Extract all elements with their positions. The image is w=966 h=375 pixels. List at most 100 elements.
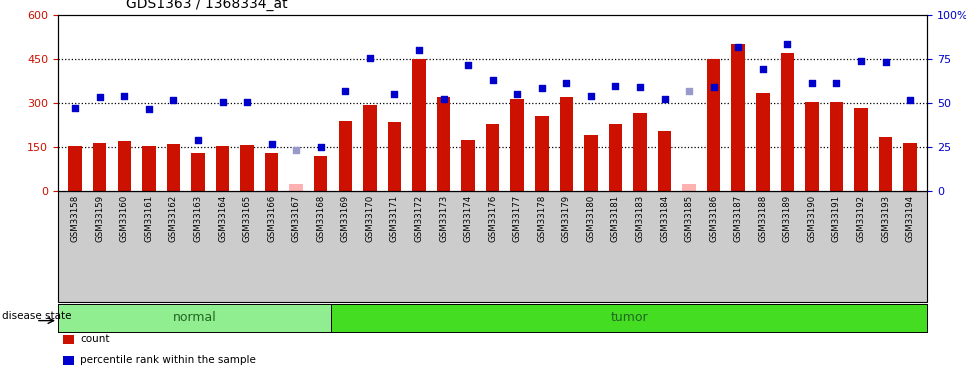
Text: GSM33164: GSM33164 — [218, 195, 227, 242]
Bar — [486, 124, 499, 191]
Text: GSM33160: GSM33160 — [120, 195, 128, 242]
Bar — [756, 93, 770, 191]
Point — [657, 96, 672, 102]
Point — [289, 147, 304, 153]
Point — [878, 59, 894, 65]
Text: GSM33169: GSM33169 — [341, 195, 350, 242]
Text: GSM33189: GSM33189 — [782, 195, 792, 242]
Bar — [462, 140, 475, 191]
Text: GSM33163: GSM33163 — [193, 195, 203, 242]
Bar — [854, 108, 867, 191]
Bar — [191, 153, 205, 191]
Point — [92, 94, 107, 100]
Bar — [69, 146, 82, 191]
Bar — [215, 146, 229, 191]
Text: GSM33186: GSM33186 — [709, 195, 718, 242]
Point — [436, 96, 451, 102]
Bar — [584, 135, 598, 191]
Bar — [879, 137, 893, 191]
Text: GSM33165: GSM33165 — [242, 195, 251, 242]
Bar — [387, 122, 401, 191]
Text: GSM33167: GSM33167 — [292, 195, 300, 242]
Bar — [241, 145, 254, 191]
Text: GDS1363 / 1368334_at: GDS1363 / 1368334_at — [126, 0, 287, 11]
Text: disease state: disease state — [2, 311, 71, 321]
Point — [214, 99, 230, 105]
Bar — [781, 53, 794, 191]
Point — [485, 76, 500, 82]
Text: GSM33176: GSM33176 — [488, 195, 497, 242]
Point — [780, 41, 795, 47]
Text: GSM33188: GSM33188 — [758, 195, 767, 242]
Bar — [559, 97, 573, 191]
Point — [313, 144, 328, 150]
Bar — [535, 116, 549, 191]
Bar — [167, 144, 180, 191]
Text: GSM33192: GSM33192 — [857, 195, 866, 242]
Point — [534, 86, 550, 92]
Text: GSM33166: GSM33166 — [268, 195, 276, 242]
Text: percentile rank within the sample: percentile rank within the sample — [80, 355, 256, 365]
Text: GSM33187: GSM33187 — [734, 195, 743, 242]
Text: GSM33158: GSM33158 — [71, 195, 79, 242]
Text: normal: normal — [173, 311, 216, 324]
Point — [337, 88, 353, 94]
Point — [362, 55, 378, 61]
Point — [730, 44, 746, 50]
Point — [141, 106, 156, 112]
Bar — [437, 97, 450, 191]
Point — [165, 97, 181, 103]
Point — [264, 141, 279, 147]
Text: tumor: tumor — [611, 311, 648, 324]
Bar — [265, 153, 278, 191]
Text: GSM33193: GSM33193 — [881, 195, 890, 242]
Text: GSM33178: GSM33178 — [537, 195, 547, 242]
Bar — [658, 131, 671, 191]
Bar — [314, 156, 327, 191]
Text: GSM33183: GSM33183 — [636, 195, 644, 242]
Bar — [290, 184, 303, 191]
Text: GSM33174: GSM33174 — [464, 195, 472, 242]
Text: GSM33177: GSM33177 — [513, 195, 522, 242]
Point — [190, 137, 206, 143]
Bar — [412, 59, 426, 191]
Text: GSM33194: GSM33194 — [906, 195, 915, 242]
Bar — [731, 44, 745, 191]
Bar — [510, 99, 524, 191]
Point — [68, 105, 83, 111]
Point — [633, 84, 648, 90]
Text: GSM33179: GSM33179 — [562, 195, 571, 242]
Point — [583, 93, 599, 99]
Point — [706, 84, 722, 90]
Text: GSM33191: GSM33191 — [832, 195, 841, 242]
Text: GSM33170: GSM33170 — [365, 195, 375, 242]
Point — [509, 92, 525, 98]
Text: GSM33162: GSM33162 — [169, 195, 178, 242]
Point — [608, 82, 623, 88]
Point — [805, 80, 820, 86]
Point — [902, 97, 918, 103]
Text: GSM33190: GSM33190 — [808, 195, 816, 242]
Bar — [682, 184, 696, 191]
Point — [755, 66, 771, 72]
Bar — [363, 105, 377, 191]
Text: GSM33173: GSM33173 — [439, 195, 448, 242]
Text: GSM33185: GSM33185 — [685, 195, 694, 242]
Bar — [830, 102, 843, 191]
Text: GSM33168: GSM33168 — [316, 195, 326, 242]
Bar — [609, 124, 622, 191]
Text: GSM33172: GSM33172 — [414, 195, 423, 242]
Point — [117, 93, 132, 99]
Point — [829, 80, 844, 86]
Bar — [707, 59, 721, 191]
Point — [681, 88, 696, 94]
Text: GSM33184: GSM33184 — [660, 195, 669, 242]
Text: GSM33171: GSM33171 — [390, 195, 399, 242]
Point — [461, 62, 476, 68]
Point — [853, 57, 868, 63]
Bar — [142, 146, 156, 191]
Bar — [118, 141, 131, 191]
Point — [558, 80, 574, 86]
Text: GSM33159: GSM33159 — [96, 195, 104, 242]
Bar — [634, 113, 647, 191]
